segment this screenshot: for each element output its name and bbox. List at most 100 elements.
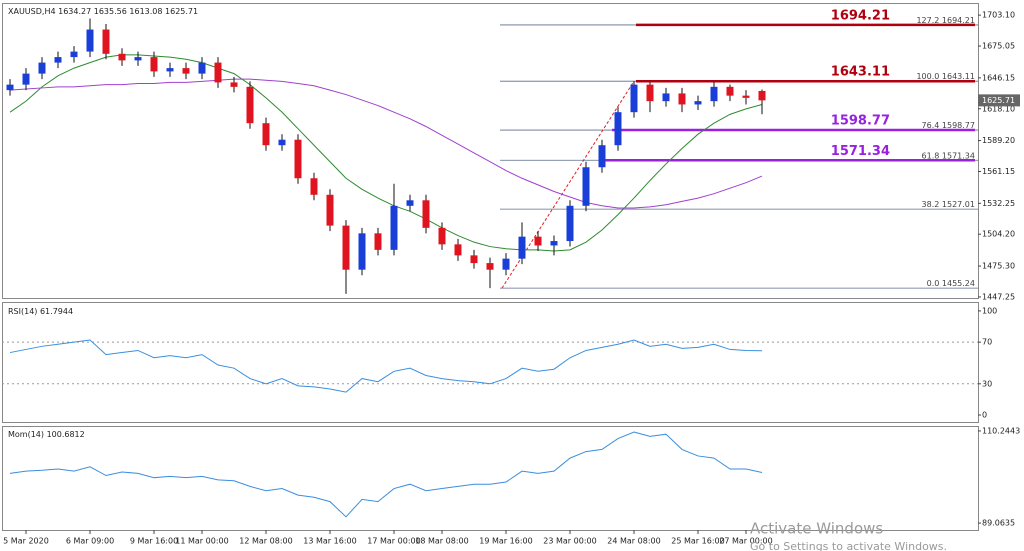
candle-body	[166, 68, 174, 72]
y-tick-label: 100	[982, 306, 997, 315]
candle-body	[422, 200, 430, 228]
candle-body	[758, 90, 766, 101]
candle-body	[486, 263, 494, 270]
candle-body	[326, 194, 334, 226]
plot-layer: 1703.10 1675.05 1646.15 1618.10 1589.20 1561.…	[2, 8, 1020, 546]
candle-body	[742, 95, 750, 98]
y-tick-label: 1675.05	[982, 42, 1015, 51]
fib-ratio: 127.2	[916, 15, 939, 24]
candle-body	[534, 236, 542, 246]
candle-body	[630, 84, 638, 113]
fib-ratio: 100.0	[916, 72, 939, 81]
moving-average	[9, 54, 763, 252]
fib-ratio: 38.2	[922, 200, 940, 209]
candle-body	[198, 62, 206, 74]
indicator-line	[9, 431, 763, 518]
fib-price: 1455.24	[942, 279, 975, 288]
candle-body	[182, 68, 190, 74]
x-tick-label: 13 Mar 16:00	[303, 537, 356, 546]
fib-label: 38.2 1527.01	[922, 200, 975, 209]
y-tick-label: 30	[982, 379, 992, 388]
candle-body	[102, 29, 110, 54]
candle-body	[566, 205, 574, 242]
indicator-line	[9, 339, 763, 393]
watermark-text: Go to Settings to activate Windows.	[750, 540, 947, 551]
candle-body	[726, 86, 734, 96]
level-highlight-label: 1694.21	[831, 8, 890, 23]
candle-body	[550, 241, 558, 246]
fib-label: 0.0 1455.24	[927, 279, 975, 288]
candle-body	[438, 227, 446, 245]
candle-body	[390, 205, 398, 250]
chart-header: XAUUSD,H4 1634.27 1635.56 1613.08 1625.7…	[8, 7, 198, 16]
x-tick-label: 9 Mar 16:00	[130, 537, 178, 546]
symbol: XAUUSD,H4	[8, 7, 56, 16]
rsi-header: RSI(14) 61.7944	[8, 307, 73, 316]
fib-price: 1527.01	[942, 200, 975, 209]
rsi-panel	[2, 302, 979, 423]
candle-body	[518, 236, 526, 259]
high: 1635.56	[94, 7, 127, 16]
level-highlight-label: 1571.34	[831, 144, 890, 159]
candle-body	[406, 200, 414, 206]
candle-body	[294, 139, 302, 179]
candle-body	[598, 145, 606, 168]
watermark-title: Activate Windows	[750, 520, 883, 538]
candle-body	[214, 62, 222, 83]
mom-last: 100.6812	[47, 430, 85, 439]
candle-body	[662, 93, 670, 102]
candle-body	[230, 82, 238, 87]
y-tick-label: 1703.10	[982, 11, 1015, 20]
moving-average	[9, 78, 763, 209]
fib-price: 1571.34	[942, 151, 975, 160]
x-tick-label: 17 Mar 00:00	[367, 537, 420, 546]
candle-body	[38, 62, 46, 74]
candle-body	[470, 255, 478, 264]
x-tick-label: 18 Mar 08:00	[415, 537, 468, 546]
fib-label: 76.4 1598.77	[922, 121, 975, 130]
fib-ratio: 0.0	[927, 279, 940, 288]
fib-label: 61.8 1571.34	[922, 151, 975, 160]
candle-body	[374, 233, 382, 250]
y-tick-label: 1475.30	[982, 262, 1015, 271]
candle-body	[6, 84, 14, 91]
candle-body	[646, 84, 654, 102]
candle-body	[502, 258, 510, 270]
candle-body	[262, 123, 270, 146]
fib-ratio: 61.8	[922, 151, 940, 160]
y-tick-label: 110.2443	[982, 426, 1020, 435]
x-tick-label: 25 Mar 16:00	[671, 537, 724, 546]
fib-label: 100.0 1643.11	[916, 72, 975, 81]
price-tag-bg	[978, 94, 1020, 107]
candle-body	[582, 167, 590, 206]
mom-header: Mom(14) 100.6812	[8, 430, 85, 439]
open: 1634.27	[58, 7, 91, 16]
fib-ratio: 76.4	[922, 121, 940, 130]
fib-price: 1643.11	[942, 72, 975, 81]
y-tick-label: 89.0635	[982, 519, 1015, 528]
x-tick-label: 24 Mar 08:00	[607, 537, 660, 546]
candle-body	[22, 73, 30, 85]
candle-body	[342, 225, 350, 270]
candle-body	[134, 57, 142, 61]
y-tick-label: 1618.10	[982, 104, 1015, 113]
mom-panel	[2, 426, 979, 531]
y-tick-label: 1646.15	[982, 73, 1015, 82]
y-tick-label: 1504.20	[982, 230, 1015, 239]
candle-body	[246, 86, 254, 124]
fib-price: 1598.77	[942, 121, 975, 130]
candle-body	[86, 29, 94, 52]
fib-label: 127.2 1694.21	[916, 15, 975, 24]
y-tick-label: 1589.20	[982, 136, 1015, 145]
x-tick-label: 27 Mar 00:00	[719, 537, 772, 546]
candle-body	[150, 57, 158, 72]
y-tick-label: 70	[982, 338, 992, 347]
fib-price: 1694.21	[942, 15, 975, 24]
level-highlight-label: 1598.77	[831, 114, 890, 129]
x-tick-label: 19 Mar 16:00	[479, 537, 532, 546]
candle-body	[710, 86, 718, 102]
candle-body	[70, 51, 78, 58]
y-tick-label: 1447.25	[982, 292, 1015, 301]
